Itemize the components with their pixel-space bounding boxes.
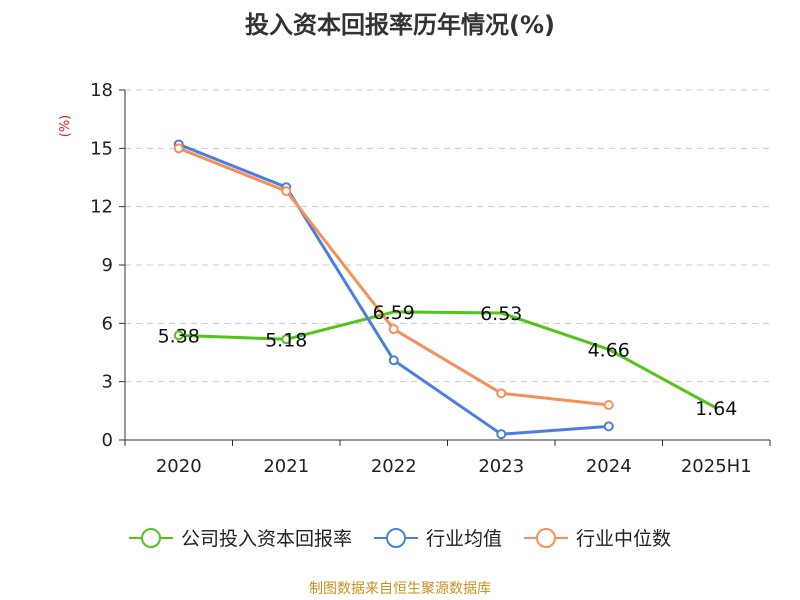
data-label-2020: 5.38 bbox=[158, 325, 200, 347]
series-1-point-2022 bbox=[388, 355, 399, 366]
x-tick-label-2021: 2021 bbox=[263, 456, 309, 477]
x-tick-label-2024: 2024 bbox=[586, 456, 632, 477]
series-0-point-2021 bbox=[281, 334, 292, 345]
chart-title: 投入资本回报率历年情况(%) bbox=[245, 11, 555, 39]
data-label-2024: 4.66 bbox=[588, 339, 630, 361]
y-tick-label-3: 3 bbox=[102, 372, 113, 393]
source-note: 制图数据来自恒生聚源数据库 bbox=[309, 581, 491, 597]
y-tick-label-15: 15 bbox=[90, 138, 113, 159]
x-tick-label-2023: 2023 bbox=[478, 456, 524, 477]
series-line-0 bbox=[178, 310, 718, 410]
series-2-point-2021 bbox=[281, 186, 292, 197]
axis-layer: 0 3 6 9 12 15 18 2020 2021 2022 2023 2024 2025H1 bbox=[90, 80, 771, 477]
y-tick-label-12: 12 bbox=[90, 197, 113, 218]
y-tick-label-0: 0 bbox=[102, 430, 113, 451]
series-2-point-2023 bbox=[496, 388, 507, 399]
series-line-1 bbox=[178, 143, 609, 436]
data-label-2025H1: 1.64 bbox=[695, 398, 737, 420]
legend-item-1: 行业均值 bbox=[374, 528, 502, 550]
legend-swatch-marker-1 bbox=[386, 528, 406, 548]
x-tick-label-2022: 2022 bbox=[371, 456, 417, 477]
series-0-point-2020 bbox=[173, 330, 184, 341]
y-tick-label-9: 9 bbox=[102, 255, 113, 276]
data-label-2021: 5.18 bbox=[265, 329, 307, 351]
legend: 公司投入资本回报率 行业均值 行业中位数 bbox=[129, 528, 671, 550]
y-axis-unit-label: (%) bbox=[58, 115, 73, 138]
series-1-point-2024 bbox=[603, 421, 614, 432]
legend-item-2: 行业中位数 bbox=[524, 528, 671, 550]
legend-swatch-marker-0 bbox=[141, 528, 161, 548]
series-2-point-2022 bbox=[388, 324, 399, 335]
data-label-layer: 5.38 5.18 6.59 6.53 4.66 1.64 bbox=[158, 302, 738, 420]
legend-label-2: 行业中位数 bbox=[576, 528, 671, 550]
legend-label-0: 公司投入资本回报率 bbox=[181, 528, 352, 550]
series-line-2 bbox=[178, 146, 609, 407]
x-tick-label-2020: 2020 bbox=[156, 456, 202, 477]
x-tick-label-2025H1: 2025H1 bbox=[681, 456, 752, 477]
series-layer bbox=[173, 139, 718, 440]
series-2-point-2024 bbox=[603, 400, 614, 410]
legend-swatch-marker-2 bbox=[536, 528, 556, 548]
data-label-2023: 6.53 bbox=[480, 303, 522, 325]
y-tick-label-6: 6 bbox=[102, 313, 113, 334]
data-label-2022: 6.59 bbox=[373, 302, 415, 324]
series-1-point-2023 bbox=[496, 429, 507, 440]
y-tick-label-18: 18 bbox=[90, 80, 113, 101]
legend-label-1: 行业均值 bbox=[426, 528, 502, 550]
grid-layer bbox=[125, 89, 770, 383]
legend-item-0: 公司投入资本回报率 bbox=[129, 528, 352, 550]
series-2-point-2020 bbox=[173, 143, 184, 154]
